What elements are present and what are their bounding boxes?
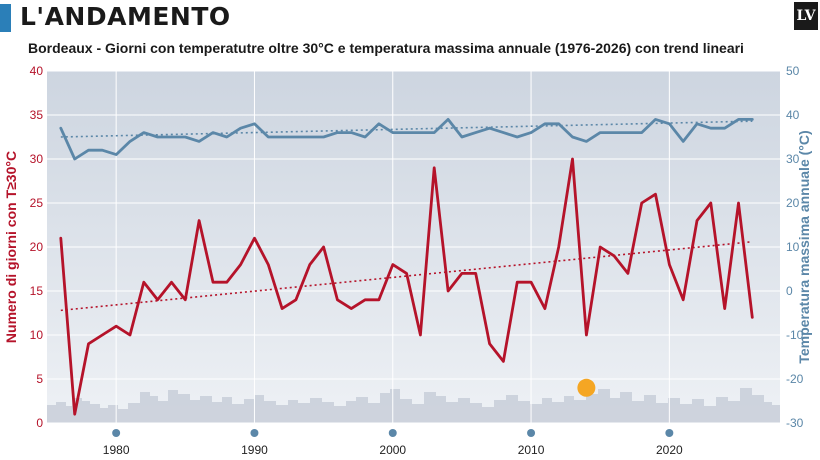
- x-axis-ticks: 1980 1990 2000 2010 2020: [103, 429, 683, 457]
- right-tick-label: -10: [786, 328, 804, 342]
- left-tick-label: 15: [30, 284, 44, 298]
- x-tick-label: 2000: [379, 443, 406, 457]
- right-tick-label: -20: [786, 372, 804, 386]
- chart-title: Bordeaux - Giorni con temperatutre oltre…: [28, 40, 744, 56]
- left-axis-ticks: 0 5 10 15 20 25 30 35 40: [30, 64, 44, 430]
- x-tick-dot: [527, 429, 536, 437]
- right-tick-label: 20: [786, 196, 800, 210]
- city-skyline-decoration: [47, 388, 780, 423]
- right-tick-label: -30: [786, 416, 804, 430]
- series-line-left: [59, 157, 754, 416]
- left-tick-label: 35: [30, 108, 44, 122]
- right-axis-title: Temperatura massima annuale (°C): [796, 130, 812, 363]
- series-line-right: [59, 118, 754, 161]
- trend-line-right: [60, 120, 753, 138]
- series-lines: [59, 118, 754, 416]
- left-tick-label: 30: [30, 152, 44, 166]
- header-accent-bar: [0, 4, 11, 32]
- x-tick-dot: [112, 429, 121, 437]
- left-tick-label: 40: [30, 64, 44, 78]
- page-title: L'ANDAMENTO: [20, 2, 231, 31]
- trend-lines: [60, 120, 753, 312]
- temperature-chart: 0 5 10 15 20 25 30 35 40 -30 -20 -10 0 10 20 30 40 50 19…: [3, 64, 812, 457]
- left-tick-label: 5: [36, 372, 43, 386]
- right-axis-ticks: -30 -20 -10 0 10 20 30 40 50: [786, 64, 804, 430]
- x-tick-dot: [665, 429, 674, 437]
- left-tick-label: 25: [30, 196, 44, 210]
- trend-line-left: [60, 240, 753, 312]
- publisher-logo: LV: [794, 2, 818, 30]
- x-tick-label: 1980: [103, 443, 130, 457]
- right-tick-label: 30: [786, 152, 800, 166]
- right-tick-label: 50: [786, 64, 800, 78]
- highlight-marker: [577, 378, 596, 397]
- right-tick-label: 10: [786, 240, 800, 254]
- marker-layer: [577, 378, 596, 397]
- x-tick-label: 2010: [518, 443, 545, 457]
- right-tick-label: 40: [786, 108, 800, 122]
- x-tick-label: 1990: [241, 443, 268, 457]
- right-tick-label: 0: [786, 284, 793, 298]
- left-axis-title: Numero di giorni con T≥30°C: [3, 151, 19, 343]
- left-tick-label: 10: [30, 328, 44, 342]
- x-tick-label: 2020: [656, 443, 683, 457]
- left-tick-label: 20: [30, 240, 44, 254]
- x-tick-dot: [250, 429, 259, 437]
- left-tick-label: 0: [36, 416, 43, 430]
- x-tick-dot: [388, 429, 397, 437]
